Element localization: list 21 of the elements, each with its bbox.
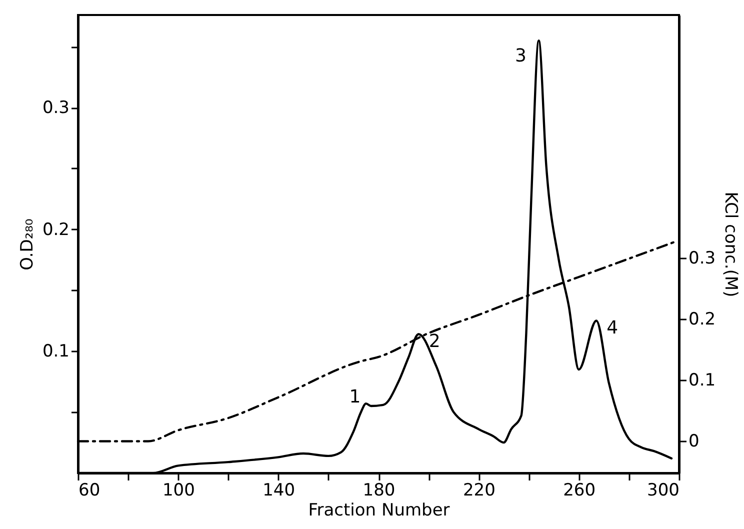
y2-tick-label: 0.1: [688, 370, 716, 391]
y2-tick-label: 0.3: [688, 248, 716, 269]
y2-axis-title: KCl conc.(M): [720, 192, 741, 298]
y-tick-label: 0.1: [42, 342, 70, 362]
y-axis-title: O.D₂₈₀: [17, 218, 38, 270]
annotation: 1: [349, 386, 361, 408]
x-axis-title: Fraction Number: [308, 500, 450, 520]
y-tick-label: 0.2: [42, 220, 70, 240]
annotation: 4: [606, 318, 618, 339]
x-tick-label: 60: [78, 480, 100, 500]
x-tick-label: 180: [362, 480, 396, 500]
annotation: 2: [428, 331, 440, 352]
x-tick-label: 220: [462, 480, 496, 500]
x-tick-label: 260: [563, 480, 596, 500]
x-tick-label: 100: [162, 480, 195, 500]
y2-tick-label: 0.2: [688, 310, 716, 330]
annotation: 3: [515, 46, 526, 67]
y-tick-label: 0.3: [42, 98, 70, 118]
y2-tick-label: 0: [688, 432, 700, 452]
x-tick-label: 300: [647, 480, 680, 500]
x-tick-label: 140: [262, 480, 296, 500]
